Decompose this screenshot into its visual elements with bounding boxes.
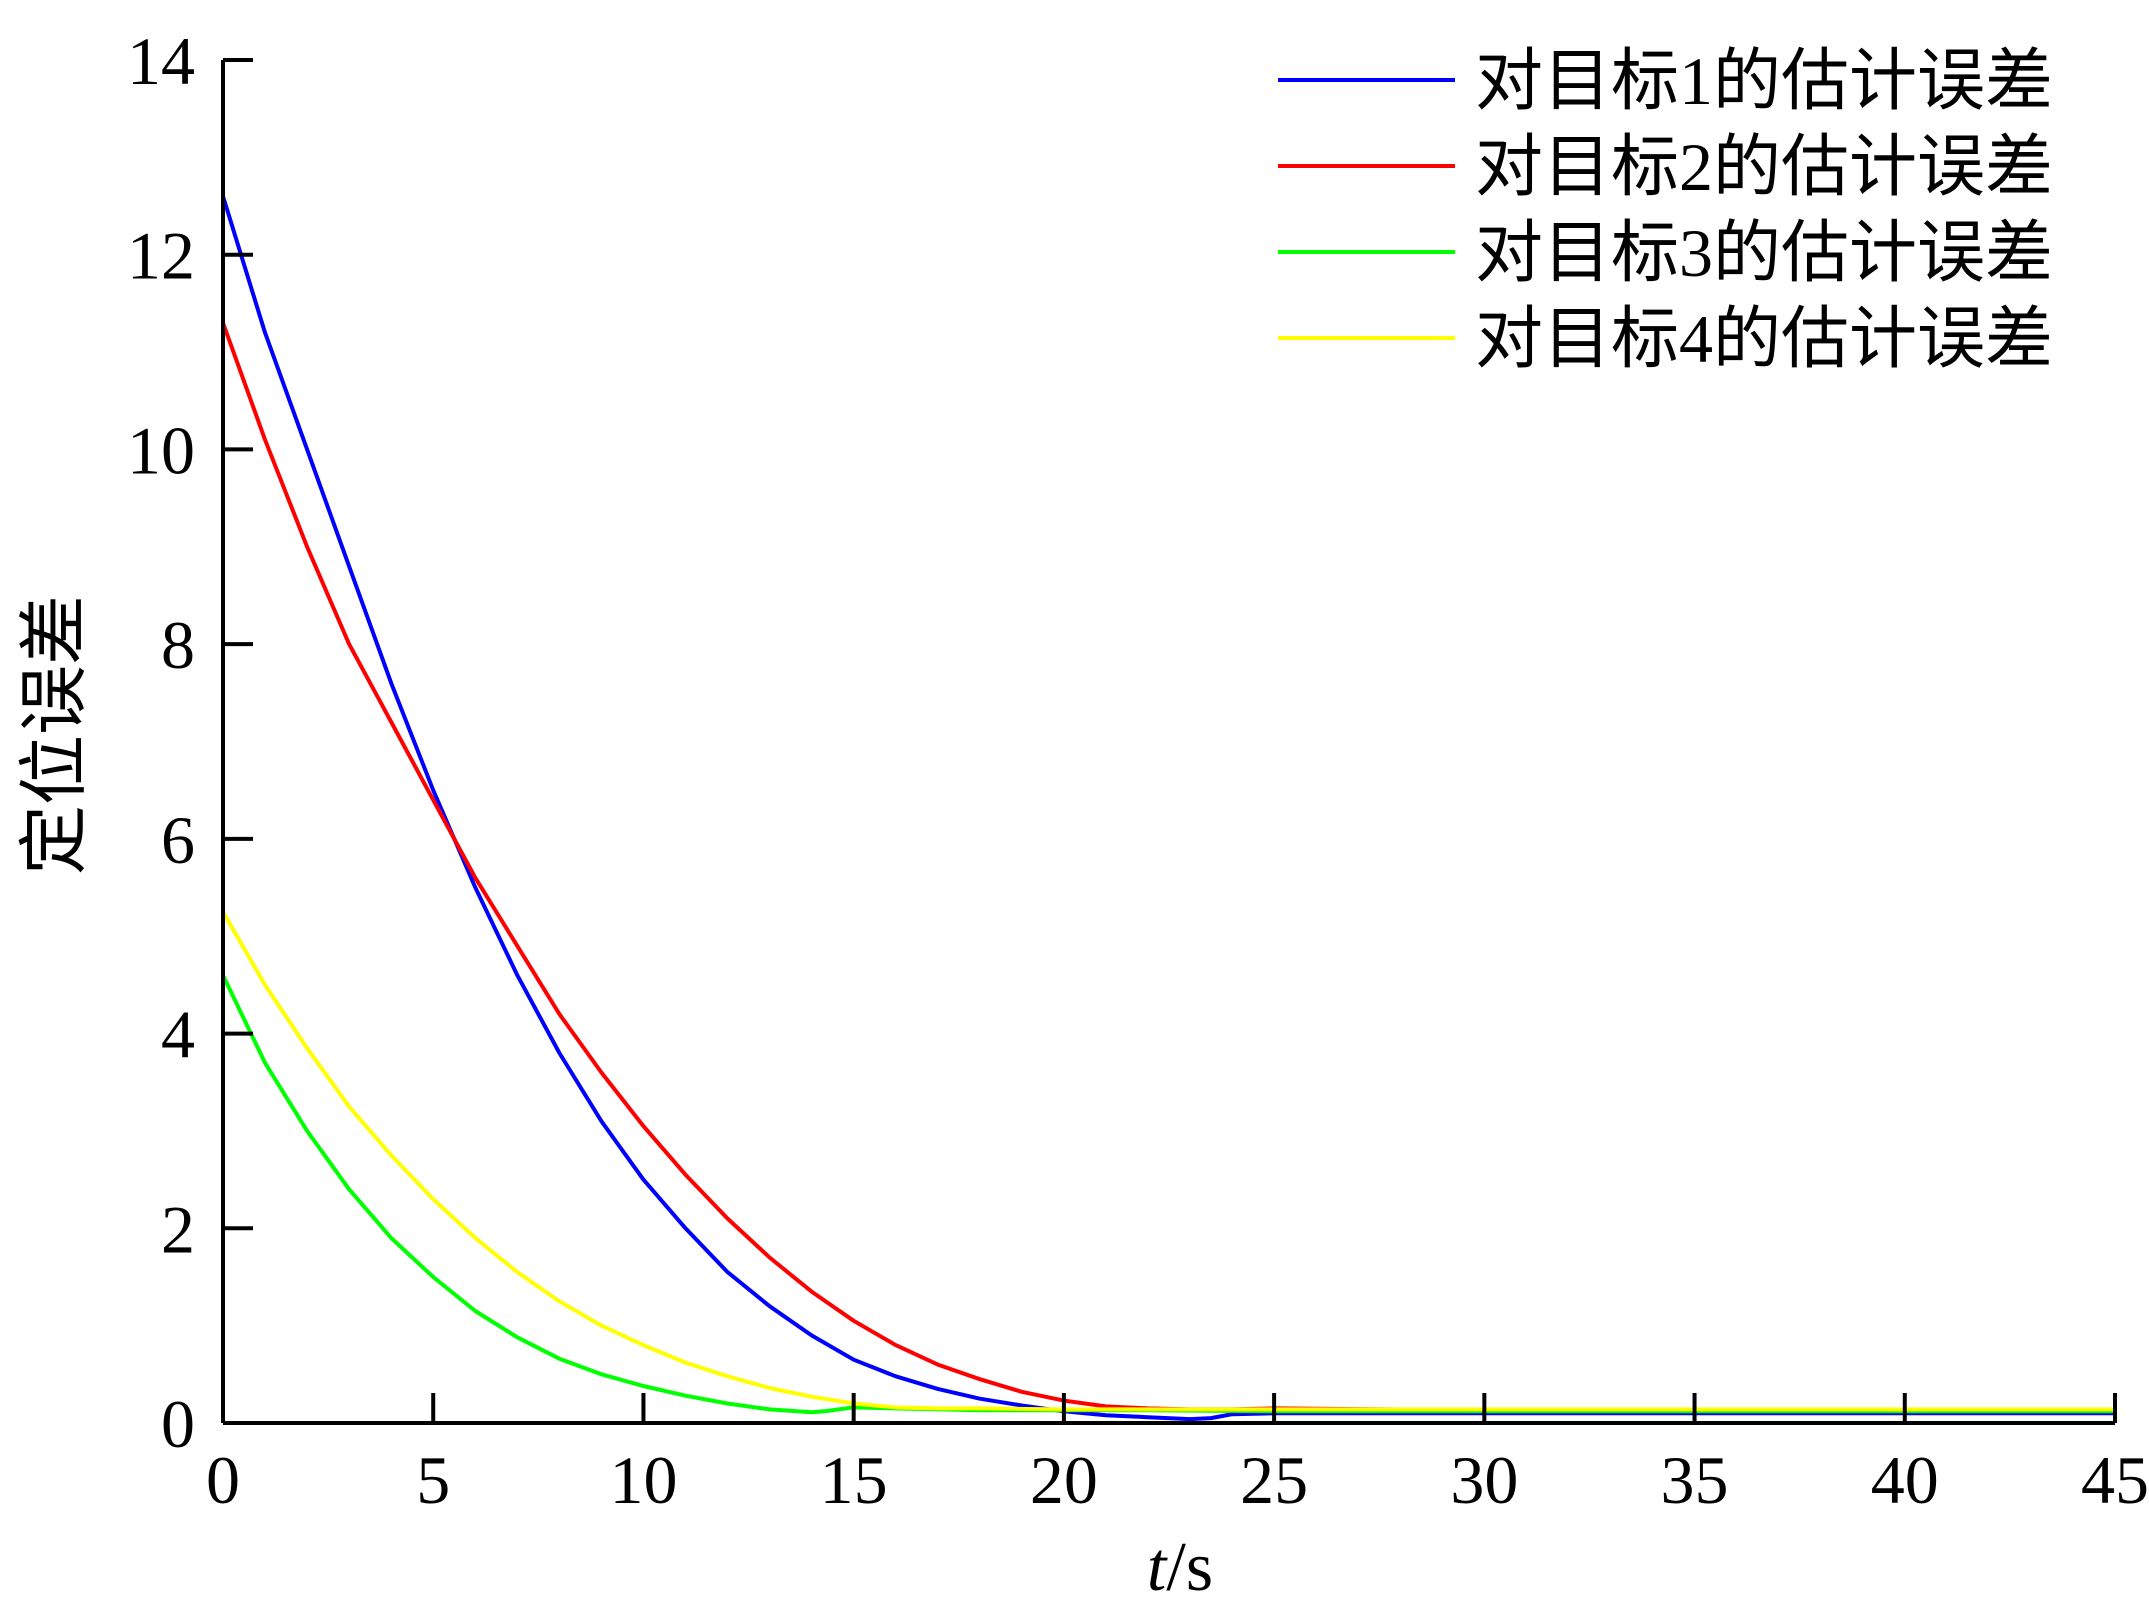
x-tick-label: 35 — [1661, 1442, 1729, 1518]
x-tick-label: 5 — [416, 1442, 450, 1518]
x-tick-label: 10 — [609, 1442, 677, 1518]
x-tick-label: 25 — [1240, 1442, 1308, 1518]
x-tick-label: 30 — [1450, 1442, 1518, 1518]
legend-label-4: 对目标4的估计误差 — [1475, 301, 2053, 377]
x-tick-label: 45 — [2081, 1442, 2149, 1518]
x-tick-label: 15 — [820, 1442, 888, 1518]
x-axis-title-variable: t — [1147, 1529, 1168, 1606]
y-tick-label: 4 — [161, 997, 195, 1073]
legend-label-3: 对目标3的估计误差 — [1475, 215, 2053, 291]
x-axis-title-unit: /s — [1166, 1529, 1213, 1606]
y-tick-label: 2 — [161, 1191, 195, 1267]
x-axis-title: t/s — [1147, 1529, 1213, 1606]
y-tick-label: 8 — [161, 607, 195, 683]
y-axis-title: 定位误差 — [17, 595, 94, 875]
axes-group: 0 5 10 15 20 25 30 35 40 45 0 2 4 6 8 10 12 14 — [127, 23, 2149, 1518]
legend-label-1: 对目标1的估计误差 — [1475, 43, 2053, 119]
y-tick-label: 0 — [161, 1386, 195, 1462]
x-tick-label: 0 — [206, 1442, 240, 1518]
series-line-3 — [221, 974, 2115, 1415]
series-line-4 — [221, 910, 2115, 1412]
plot-series-group — [221, 195, 2115, 1422]
y-tick-label: 10 — [127, 412, 195, 488]
series-line-1 — [221, 195, 2115, 1422]
y-tick-label: 6 — [161, 802, 195, 878]
series-line-2 — [221, 322, 2115, 1413]
x-tick-label: 40 — [1871, 1442, 1939, 1518]
y-tick-label: 12 — [127, 218, 195, 294]
x-tick-label: 20 — [1030, 1442, 1098, 1518]
legend-label-2: 对目标2的估计误差 — [1475, 129, 2053, 205]
y-tick-label: 14 — [127, 23, 195, 99]
